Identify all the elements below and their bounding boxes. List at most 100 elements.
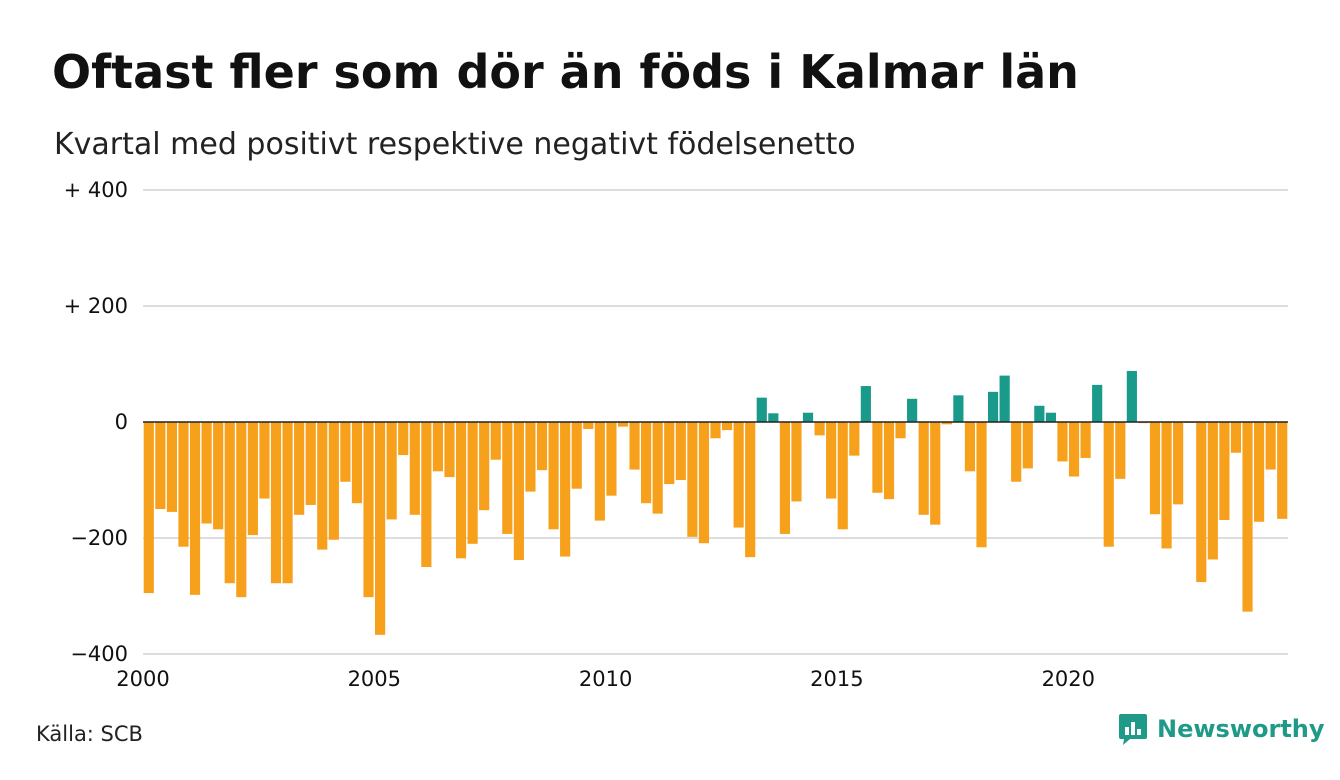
- bar-negative: [398, 422, 409, 456]
- bar-negative: [571, 422, 582, 489]
- bar-negative: [317, 422, 328, 550]
- bar-negative: [513, 422, 524, 561]
- bar-negative: [166, 422, 177, 512]
- brand-name: Newsworthy: [1157, 715, 1325, 743]
- bar-negative: [143, 422, 154, 594]
- chart-title: Oftast fler som dör än föds i Kalmar län: [52, 45, 1079, 99]
- bar-negative: [814, 422, 825, 436]
- bar-negative: [849, 422, 860, 456]
- bar-negative: [340, 422, 351, 482]
- bar-negative: [826, 422, 837, 499]
- bar-positive: [1045, 412, 1056, 422]
- bar-negative: [1115, 422, 1126, 479]
- bar-negative: [1265, 422, 1276, 470]
- bar-negative: [629, 422, 640, 470]
- bar-negative: [455, 422, 467, 559]
- y-tick-label: −200: [70, 526, 128, 550]
- bar-negative: [721, 422, 733, 431]
- bar-negative: [363, 422, 374, 598]
- bar-positive: [756, 397, 767, 422]
- bar-negative: [698, 422, 710, 544]
- bar-negative: [606, 422, 617, 496]
- bar-positive: [802, 412, 814, 422]
- y-tick-label: 0: [115, 410, 128, 434]
- bar-negative: [1230, 422, 1242, 453]
- bar-negative: [236, 422, 247, 598]
- bar-negative: [710, 422, 721, 439]
- bar-negative: [189, 422, 201, 595]
- bar-negative: [918, 422, 929, 515]
- y-tick-label: + 400: [64, 178, 128, 202]
- bar-negative: [930, 422, 941, 525]
- bar-positive: [768, 413, 779, 422]
- bar-negative: [1161, 422, 1172, 549]
- bar-negative: [444, 422, 455, 478]
- chart-subtitle: Kvartal med positivt respektive negativt…: [54, 127, 856, 162]
- bar-negative: [247, 422, 258, 536]
- bar-negative: [1068, 422, 1080, 477]
- bar-negative: [490, 422, 501, 460]
- bar-negative: [213, 422, 224, 530]
- bar-negative: [1254, 422, 1265, 522]
- bar-negative: [1277, 422, 1288, 519]
- bar-positive: [1092, 384, 1103, 422]
- bar-negative: [791, 422, 802, 502]
- source-note: Källa: SCB: [36, 722, 143, 746]
- bar-negative: [779, 422, 790, 534]
- bar-negative: [1149, 422, 1161, 515]
- y-axis-labels: + 400 + 200 0 −200 −400: [64, 178, 128, 666]
- bar-negative: [664, 422, 675, 485]
- bar-negative: [1207, 422, 1218, 560]
- bar-positive: [907, 398, 918, 422]
- bar-negative: [294, 422, 305, 515]
- bar-chart: + 400 + 200 0 −200 −400 2000 2005 2010 2015 2020: [64, 178, 1288, 691]
- bar-positive: [860, 386, 871, 422]
- bar-negative: [1103, 422, 1114, 547]
- bar-negative: [259, 422, 270, 499]
- y-tick-label: + 200: [64, 294, 128, 318]
- bar-negative: [583, 422, 594, 429]
- bar-negative: [305, 422, 316, 505]
- bar-negative: [895, 422, 906, 439]
- bar-negative: [409, 422, 420, 515]
- bar-negative: [652, 422, 663, 514]
- x-axis-labels: 2000 2005 2010 2015 2020: [116, 667, 1095, 691]
- bar-negative: [1057, 422, 1068, 462]
- bar-positive: [999, 375, 1010, 422]
- bar-negative: [675, 422, 686, 480]
- bar-negative: [733, 422, 744, 528]
- bar-negative: [224, 422, 235, 584]
- bar-negative: [594, 422, 605, 521]
- bar-negative: [548, 422, 559, 530]
- bar-negative: [375, 422, 386, 635]
- x-tick-label: 2010: [579, 667, 632, 691]
- bar-negative: [560, 422, 571, 557]
- bar-negative: [1219, 422, 1230, 521]
- bar-negative: [1196, 422, 1207, 583]
- bar-negative: [536, 422, 548, 471]
- x-tick-label: 2000: [116, 667, 169, 691]
- bar-negative: [328, 422, 339, 540]
- bar-positive: [1034, 405, 1045, 422]
- bar-negative: [976, 422, 987, 548]
- bar-negative: [421, 422, 432, 567]
- bar-negative: [270, 422, 282, 584]
- bar-negative: [1080, 422, 1091, 458]
- bar-negative: [386, 422, 397, 520]
- bar-negative: [1242, 422, 1253, 612]
- x-tick-label: 2015: [810, 667, 863, 691]
- bar-negative: [1022, 422, 1033, 469]
- bar-negative: [872, 422, 883, 493]
- bar-negative: [282, 422, 293, 584]
- bar-negative: [201, 422, 212, 524]
- bar-negative: [432, 422, 444, 472]
- bar-negative: [1011, 422, 1022, 482]
- bar-negative: [964, 422, 976, 472]
- bar-positive: [953, 395, 964, 422]
- bar-negative: [1173, 422, 1184, 505]
- brand[interactable]: Newsworthy: [1118, 712, 1325, 746]
- bar-negative: [687, 422, 698, 537]
- bar-negative: [837, 422, 848, 530]
- x-tick-label: 2005: [348, 667, 401, 691]
- bar-positive: [1126, 370, 1137, 422]
